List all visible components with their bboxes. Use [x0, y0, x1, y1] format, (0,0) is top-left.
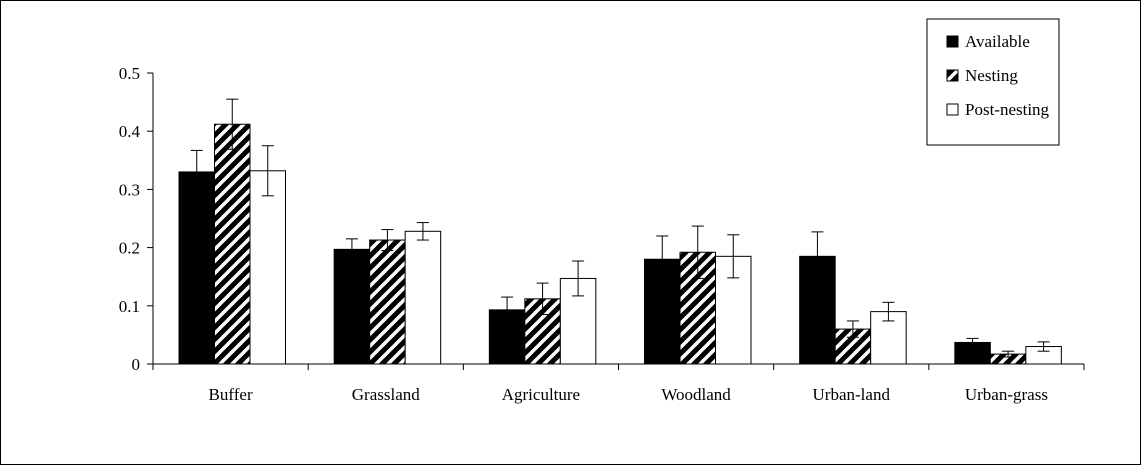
x-category-label: Woodland — [661, 385, 731, 404]
legend-label: Post-nesting — [965, 100, 1050, 119]
bar-available-grassland — [333, 248, 371, 365]
y-tick-label: 0 — [132, 355, 141, 374]
bar-nesting-buffer — [214, 123, 251, 365]
y-tick-label: 0.4 — [119, 122, 141, 141]
bar-nesting-urban-land — [834, 328, 872, 365]
bar-nesting-grassland — [369, 239, 406, 365]
plot-area: 0 0.1 0.2 0.3 0.4 0.5 Proportional Habitat Use… — [78, 18, 1085, 404]
x-category-label: Urban-land — [813, 385, 891, 404]
x-category-label: Grassland — [352, 385, 420, 404]
bar-post-nesting-grassland — [404, 230, 442, 365]
x-category-label: Buffer — [209, 385, 253, 404]
bar-available-buffer — [178, 171, 215, 365]
x-category-label: Agriculture — [502, 385, 580, 404]
y-tick-label: 0.5 — [119, 64, 140, 83]
legend-label: Available — [965, 32, 1030, 51]
legend-label: Nesting — [965, 66, 1018, 85]
y-axis-title: Proportional Habitat Use — [78, 146, 97, 316]
bar-nesting-agriculture — [524, 298, 561, 365]
y-tick-label: 0.1 — [119, 297, 140, 316]
legend-swatch-post-nesting — [946, 103, 959, 116]
y-tick-label: 0.2 — [119, 239, 140, 258]
legend-swatch-nesting — [946, 69, 959, 82]
y-tick-label: 0.3 — [119, 180, 140, 199]
x-category-label: Urban-grass — [965, 385, 1048, 404]
bar-post-nesting-buffer — [249, 170, 286, 365]
legend-swatch-available — [946, 35, 959, 48]
